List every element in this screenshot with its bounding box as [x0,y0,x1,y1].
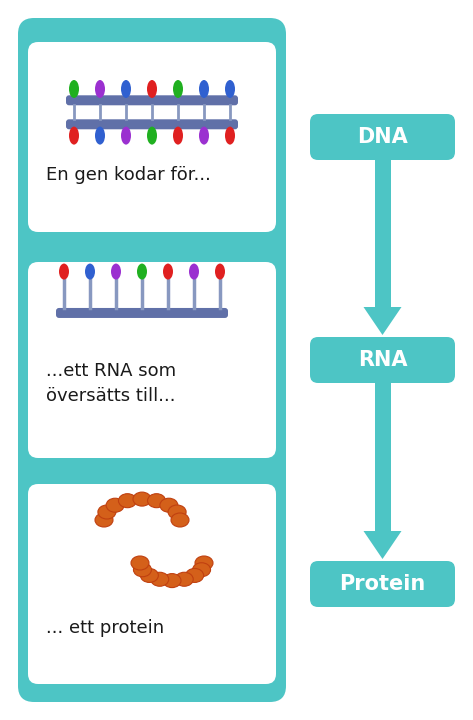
Ellipse shape [95,127,105,145]
Polygon shape [110,458,194,484]
Text: DNA: DNA [357,127,408,147]
Ellipse shape [147,80,157,98]
Ellipse shape [121,80,131,98]
Ellipse shape [193,563,210,577]
Ellipse shape [160,498,178,512]
Ellipse shape [106,498,124,512]
Text: ... ett protein: ... ett protein [46,619,164,637]
Ellipse shape [131,556,149,570]
Ellipse shape [173,127,183,145]
Ellipse shape [147,127,157,145]
Ellipse shape [199,127,209,145]
Ellipse shape [121,127,131,145]
Ellipse shape [195,556,213,570]
FancyBboxPatch shape [18,18,286,702]
Ellipse shape [95,80,105,98]
Ellipse shape [111,264,121,279]
FancyBboxPatch shape [310,561,455,607]
Ellipse shape [163,574,181,588]
Text: ...ett RNA som
översätts till...: ...ett RNA som översätts till... [46,362,176,405]
FancyBboxPatch shape [66,95,238,105]
FancyBboxPatch shape [28,484,276,684]
Ellipse shape [189,264,199,279]
FancyBboxPatch shape [310,337,455,383]
Ellipse shape [137,264,147,279]
Ellipse shape [69,80,79,98]
FancyBboxPatch shape [375,383,391,531]
FancyBboxPatch shape [66,120,238,130]
Ellipse shape [173,80,183,98]
Ellipse shape [133,492,151,506]
Polygon shape [110,232,194,258]
Ellipse shape [215,264,225,279]
Ellipse shape [171,513,189,527]
Ellipse shape [185,569,204,582]
Ellipse shape [85,264,95,279]
Text: RNA: RNA [358,350,407,370]
Ellipse shape [175,572,193,586]
Ellipse shape [59,264,69,279]
Ellipse shape [225,127,235,145]
FancyBboxPatch shape [28,262,276,458]
Ellipse shape [199,80,209,98]
FancyBboxPatch shape [310,114,455,160]
Ellipse shape [133,563,151,577]
Ellipse shape [98,505,116,519]
Ellipse shape [118,494,136,508]
Text: Protein: Protein [339,574,426,594]
Polygon shape [363,307,402,335]
Ellipse shape [225,80,235,98]
Ellipse shape [148,494,166,508]
Ellipse shape [151,572,169,586]
Polygon shape [363,531,402,559]
FancyBboxPatch shape [28,42,276,232]
Ellipse shape [168,505,186,519]
Text: En gen kodar för...: En gen kodar för... [46,166,211,184]
FancyBboxPatch shape [56,308,228,318]
Ellipse shape [140,569,158,582]
Ellipse shape [95,513,113,527]
Ellipse shape [69,127,79,145]
Ellipse shape [163,264,173,279]
FancyBboxPatch shape [375,160,391,307]
